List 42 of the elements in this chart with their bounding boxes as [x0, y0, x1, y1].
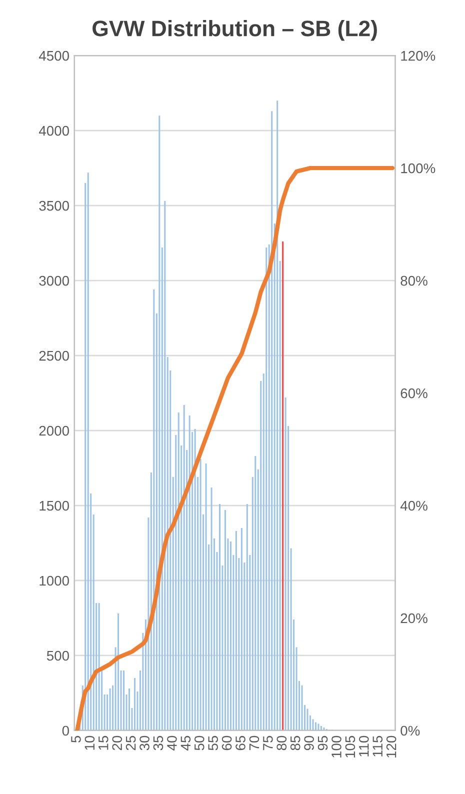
x-tick-label: 15 [98, 736, 108, 750]
x-tick-label: 70 [249, 736, 260, 750]
y-tick-label: 4000 [38, 126, 69, 136]
x-tick-label: 95 [318, 736, 328, 750]
x-tick-label: 50 [194, 736, 204, 750]
y2-tick-label: 40% [400, 500, 428, 511]
x-tick-label: 115 [372, 736, 383, 756]
y2-tick-label: 0% [400, 726, 420, 736]
y2-tick-label: 80% [400, 276, 428, 286]
x-tick-label: 90 [304, 736, 314, 750]
x-tick-label: 40 [167, 736, 177, 750]
x-tick-label: 105 [345, 736, 356, 758]
x-tick-label: 65 [236, 736, 246, 750]
y2-tick-label: 120% [401, 50, 436, 61]
y-tick-label: 1000 [40, 576, 69, 586]
x-tick-label: 60 [222, 736, 232, 750]
y-tick-label: 2000 [39, 426, 69, 436]
x-tick-label: 5 [71, 736, 81, 743]
x-tick-label: 35 [153, 736, 164, 750]
y-tick-label: 1500 [40, 500, 69, 511]
y-tick-label: 0 [62, 726, 69, 736]
x-tick-label: 30 [140, 736, 150, 750]
x-tick-label: 10 [84, 736, 95, 750]
y2-tick-label: 60% [400, 388, 428, 398]
x-tick-label: 120 [386, 736, 396, 758]
x-tick-label: 20 [112, 736, 122, 750]
x-tick-label: 100 [332, 736, 342, 758]
y-tick-label: 500 [46, 650, 69, 661]
y2-tick-label: 20% [400, 613, 428, 624]
x-tick-label: 25 [126, 736, 136, 750]
chart-title: GVW Distribution – SB (L2) [92, 20, 377, 41]
x-tick-label: 80 [276, 736, 287, 750]
x-tick-label: 55 [208, 736, 218, 750]
x-tick-label: 45 [180, 736, 191, 750]
y2-tick-label: 100% [401, 163, 436, 174]
y-tick-label: 3500 [39, 200, 69, 211]
x-tick-label: 75 [263, 736, 273, 750]
y-tick-label: 3000 [39, 276, 69, 286]
x-tick-label: 110 [358, 736, 369, 756]
y-tick-label: 4500 [38, 50, 69, 61]
x-tick-label: 85 [290, 736, 300, 750]
y-tick-label: 2500 [39, 350, 69, 361]
